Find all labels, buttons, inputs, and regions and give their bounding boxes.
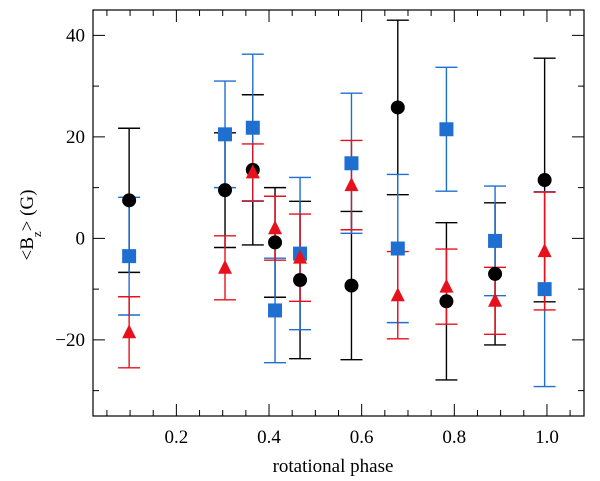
markers-layer (122, 100, 552, 339)
data-point-circle (218, 183, 233, 198)
data-point-circle (344, 278, 359, 293)
data-point-square (390, 241, 405, 256)
axes-layer: 0.2 0.4 0.6 0.8 1.0 −20 0 20 40 (55, 9, 585, 448)
y-tick-label: 40 (66, 25, 85, 46)
plot-frame (92, 9, 585, 417)
data-point-square (439, 122, 454, 137)
data-point-triangle (344, 177, 359, 192)
y-axis-title-sub: z (29, 231, 44, 237)
data-point-triangle (268, 220, 283, 235)
data-point-square (344, 156, 359, 171)
data-point-square (488, 233, 503, 248)
x-tick-label: 1.0 (535, 427, 559, 448)
y-tick-label: −20 (55, 330, 85, 351)
x-tick-label: 0.2 (165, 427, 189, 448)
data-point-square (268, 303, 283, 318)
x-tick-label: 0.4 (257, 427, 281, 448)
data-point-triangle (439, 278, 454, 293)
data-point-triangle (537, 243, 552, 258)
data-point-circle (293, 272, 308, 287)
errorbars-layer (118, 19, 556, 388)
data-point-triangle (390, 287, 405, 302)
y-axis-title: <Bz> (G) (17, 189, 44, 260)
data-point-circle (439, 294, 454, 309)
data-point-triangle (245, 164, 260, 179)
y-axis-title-open: <B (17, 237, 38, 260)
data-point-circle (268, 235, 283, 250)
y-tick-label: 20 (66, 127, 85, 148)
data-point-circle (488, 266, 503, 281)
data-point-triangle (488, 292, 503, 307)
x-tick-label: 0.8 (442, 427, 466, 448)
data-point-square (537, 282, 552, 297)
data-point-triangle (122, 324, 137, 339)
data-point-triangle (293, 249, 308, 264)
x-axis-title: rotational phase (273, 456, 394, 477)
y-tick-label: 0 (76, 228, 86, 249)
y-axis-title-close: > (G) (17, 189, 38, 231)
data-point-square (218, 127, 233, 142)
data-point-circle (537, 173, 552, 188)
data-point-circle (122, 193, 137, 208)
data-point-circle (390, 100, 405, 115)
x-tick-label: 0.6 (350, 427, 374, 448)
data-point-square (245, 120, 260, 135)
data-point-square (122, 249, 137, 264)
data-point-triangle (218, 259, 233, 274)
